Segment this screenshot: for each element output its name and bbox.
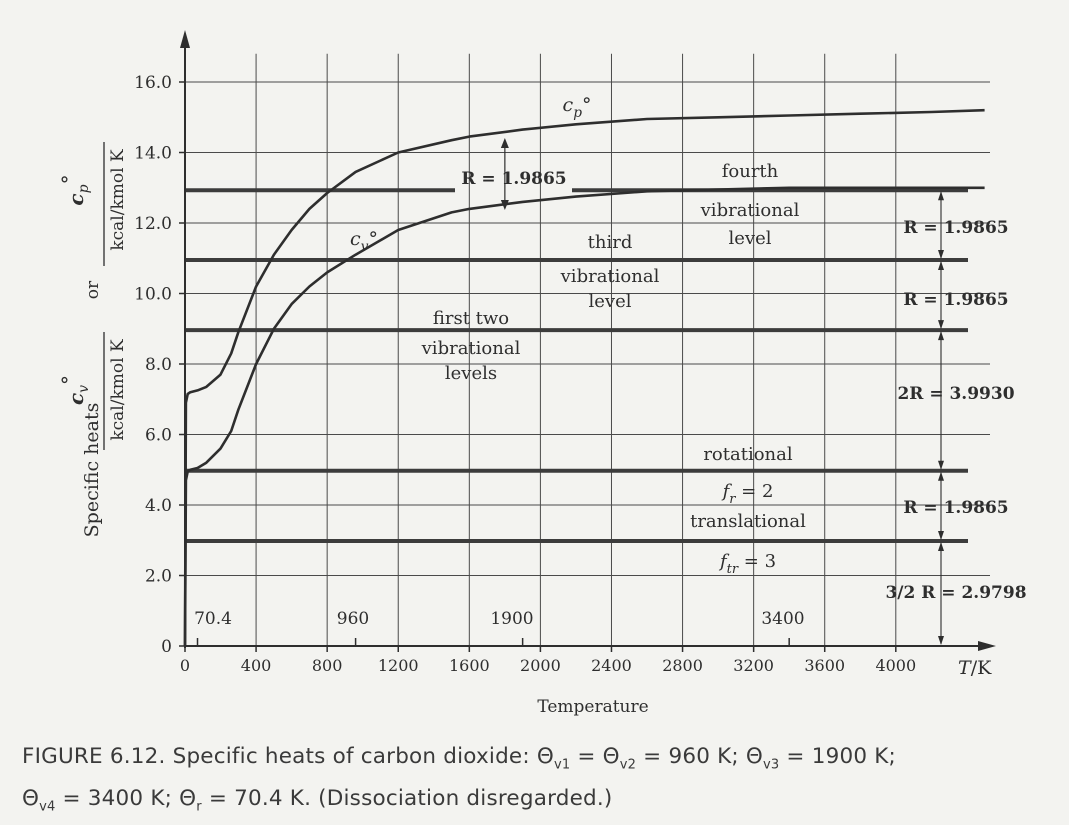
x-tick-label: 4000 — [875, 656, 916, 675]
level-label: translational — [690, 511, 806, 532]
bracket-arrow-head — [938, 530, 944, 540]
level-label: vibrational — [700, 200, 800, 221]
theta-label: 1900 — [490, 609, 533, 629]
x-tick-label: 800 — [312, 656, 343, 675]
x-axis-title: Temperature — [537, 697, 648, 717]
level-label: fr = 2 — [721, 481, 774, 507]
level-label: third — [588, 232, 633, 253]
level-label: vibrational — [560, 266, 660, 287]
bracket-arrow-head — [938, 331, 944, 341]
caption-theta: Θ — [745, 744, 764, 769]
bracket-arrow-head — [938, 261, 944, 271]
caption-eq: = — [636, 744, 669, 769]
x-tick-label: 2400 — [591, 656, 632, 675]
level-label: level — [589, 291, 632, 312]
y-tick-label: 14.0 — [134, 144, 172, 164]
caption-sub: v1 — [553, 757, 571, 773]
caption-eq: = — [201, 786, 235, 812]
level-label: ftr = 3 — [718, 551, 776, 577]
bracket-label: 3/2 R = 2.9798 — [885, 583, 1026, 603]
x-tick-label: 2000 — [520, 656, 561, 675]
y-tick-label: 6.0 — [145, 426, 172, 446]
theta-label: 3400 — [761, 609, 804, 629]
caption-theta: Θ — [536, 744, 554, 769]
caption-prefix: FIGURE 6.12. Specific heats of carbon di… — [22, 744, 537, 769]
caption-theta: Θ — [179, 786, 197, 812]
bracket-label: 2R = 3.9930 — [897, 384, 1014, 404]
series-line — [183, 108, 985, 647]
caption-value: 70.4 K. (Dissociation disregarded.) — [234, 786, 613, 812]
level-label: first two — [433, 308, 509, 329]
y-tick-label: 12.0 — [134, 214, 172, 234]
bracket-arrow-head — [938, 250, 944, 260]
caption-theta: Θ — [602, 744, 620, 769]
curve-label-cp: cp° — [563, 94, 592, 121]
caption-eq: = — [55, 786, 88, 812]
caption-sub: r — [196, 799, 202, 815]
caption-theta: Θ — [22, 786, 40, 812]
caption-sub: v3 — [763, 757, 780, 773]
axes: 0 400 800 1200 1600 2000 2400 2800 3200 3600 4000 0… — [57, 30, 996, 717]
curve-label-cv: cv° — [350, 228, 378, 255]
theta-label: 70.4 — [194, 609, 232, 629]
y-axis-title: Specific heats — [81, 403, 103, 538]
chart: 0 400 800 1200 1600 2000 2400 2800 3200 3600 4000 0… — [57, 30, 1027, 717]
bracket-arrow-head — [938, 320, 944, 330]
bracket-label: R = 1.9865 — [903, 218, 1008, 238]
caption-value: 3400 K; — [87, 786, 180, 812]
annotations: translational ftr = 3 rotational fr = 2 firs… — [194, 94, 1027, 646]
bracket-label: R = 1.9865 — [903, 498, 1008, 518]
y-axis-arrow — [180, 30, 190, 48]
x-axis-unit-label: T/K — [958, 657, 992, 679]
y-axis-cv-symbol: cv° — [57, 375, 92, 405]
y-tick-label: 10.0 — [134, 285, 172, 305]
x-tick-label: 400 — [241, 656, 272, 675]
y-axis-or: or — [83, 280, 103, 299]
y-axis-cv-unit: kcal/kmol K — [108, 339, 128, 441]
level-label: vibrational — [421, 338, 521, 359]
caption-sub: v4 — [39, 799, 56, 815]
mid-arrow-head — [500, 138, 509, 148]
bracket-label: R = 1.9865 — [903, 290, 1008, 310]
level-label: level — [729, 228, 772, 249]
theta-label: 960 — [337, 609, 369, 629]
x-tick-label: 0 — [180, 656, 190, 675]
y-tick-label: 4.0 — [145, 496, 172, 516]
series-line — [183, 186, 985, 647]
bracket-arrow-head — [938, 636, 944, 645]
y-axis-cp-unit: kcal/kmol K — [108, 149, 128, 251]
bracket-arrow-head — [938, 460, 944, 470]
mid-annotation-label: R = 1.9865 — [461, 169, 566, 189]
series-group — [183, 108, 985, 647]
figure-caption: FIGURE 6.12. Specific heats of carbon di… — [22, 740, 1052, 825]
bracket-arrow-head — [938, 191, 944, 201]
bracket-arrow-head — [938, 471, 944, 481]
x-tick-label: 3600 — [804, 656, 845, 675]
level-label: levels — [445, 363, 497, 384]
y-tick-label: 16.0 — [134, 73, 172, 93]
x-tick-label: 3200 — [733, 656, 774, 675]
caption-sub: v2 — [619, 757, 637, 773]
y-tick-label: 0 — [161, 637, 172, 657]
caption-eq: = — [570, 744, 603, 769]
mid-arrow-head — [500, 200, 509, 210]
y-axis-cp-symbol: cp° — [57, 174, 92, 205]
reference-levels — [185, 188, 968, 543]
x-tick-label: 2800 — [662, 656, 703, 675]
level-label: rotational — [703, 444, 793, 465]
x-tick-label: 1600 — [449, 656, 490, 675]
caption-value: 1900 K; — [811, 744, 896, 769]
grid — [185, 53, 990, 646]
y-tick-label: 2.0 — [145, 567, 172, 587]
y-tick-label: 8.0 — [145, 355, 172, 375]
caption-value: 960 K; — [668, 744, 746, 769]
bracket-arrow-head — [938, 541, 944, 551]
x-axis-arrow — [978, 641, 996, 651]
caption-eq: = — [779, 744, 812, 769]
x-tick-label: 1200 — [378, 656, 419, 675]
level-label: fourth — [722, 161, 779, 182]
